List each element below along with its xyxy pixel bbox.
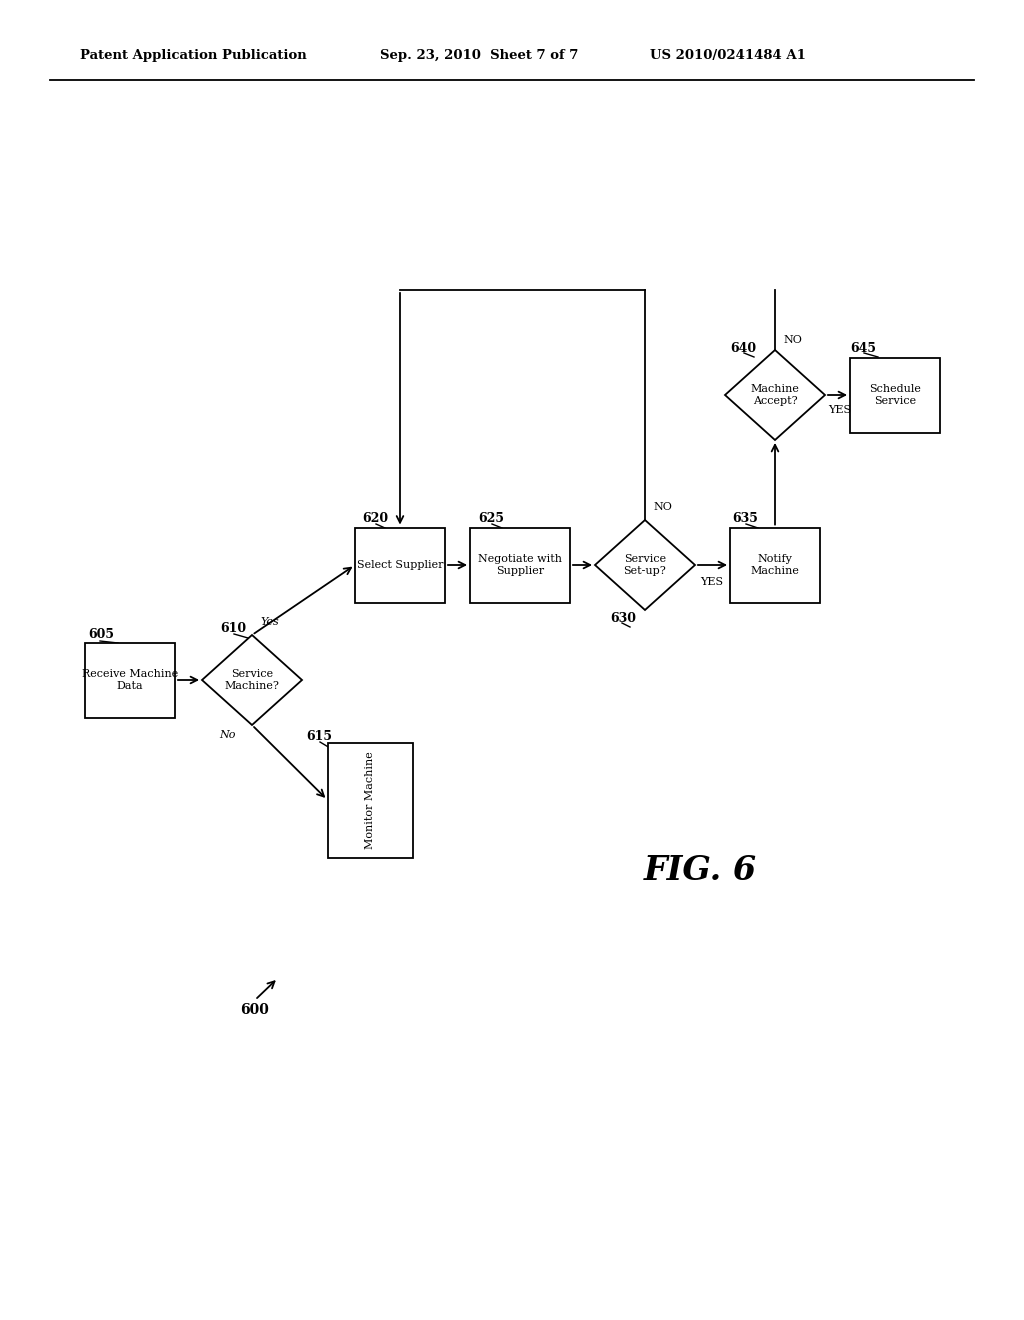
Text: Yes: Yes <box>260 616 279 627</box>
Bar <box>355 528 445 602</box>
Text: 625: 625 <box>478 512 504 525</box>
Text: YES: YES <box>828 405 851 414</box>
Text: YES: YES <box>700 577 723 587</box>
Text: 610: 610 <box>220 622 246 635</box>
Text: Select Supplier: Select Supplier <box>356 560 443 570</box>
Polygon shape <box>202 635 302 725</box>
Polygon shape <box>595 520 695 610</box>
Text: 645: 645 <box>850 342 876 355</box>
Text: 600: 600 <box>240 1003 269 1016</box>
Text: Monitor Machine: Monitor Machine <box>365 751 375 849</box>
Bar <box>85 643 175 718</box>
Text: Schedule
Service: Schedule Service <box>869 384 921 405</box>
Text: Notify
Machine: Notify Machine <box>751 554 800 576</box>
Text: 635: 635 <box>732 512 758 525</box>
Bar <box>850 358 940 433</box>
Text: FIG. 6: FIG. 6 <box>643 854 757 887</box>
Text: 640: 640 <box>730 342 756 355</box>
Text: Service
Set-up?: Service Set-up? <box>624 554 667 576</box>
Text: Service
Machine?: Service Machine? <box>224 669 280 690</box>
Text: NO: NO <box>783 335 802 345</box>
Text: US 2010/0241484 A1: US 2010/0241484 A1 <box>650 49 806 62</box>
Bar <box>328 742 413 858</box>
Polygon shape <box>725 350 825 440</box>
Text: Receive Machine
Data: Receive Machine Data <box>82 669 178 690</box>
Text: Sep. 23, 2010  Sheet 7 of 7: Sep. 23, 2010 Sheet 7 of 7 <box>380 49 579 62</box>
Text: 615: 615 <box>306 730 332 742</box>
Text: Patent Application Publication: Patent Application Publication <box>80 49 307 62</box>
Text: NO: NO <box>653 502 672 512</box>
Text: Machine
Accept?: Machine Accept? <box>751 384 800 405</box>
Text: Negotiate with
Supplier: Negotiate with Supplier <box>478 554 562 576</box>
Text: No: No <box>219 730 236 741</box>
Bar <box>730 528 820 602</box>
Bar <box>470 528 570 602</box>
Text: 630: 630 <box>610 611 636 624</box>
Text: 620: 620 <box>362 512 388 525</box>
Text: 605: 605 <box>88 628 114 642</box>
